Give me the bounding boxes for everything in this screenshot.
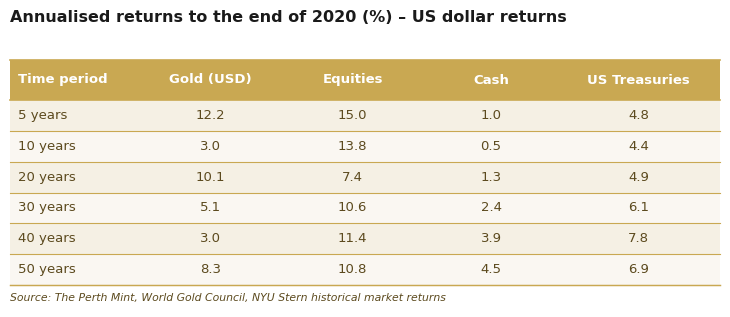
Text: 8.3: 8.3 — [200, 263, 221, 276]
Bar — [10, 162, 720, 192]
Text: 11.4: 11.4 — [338, 232, 367, 245]
Text: 12.2: 12.2 — [196, 109, 226, 122]
Text: Gold (USD): Gold (USD) — [169, 74, 252, 87]
Text: 6.1: 6.1 — [628, 201, 649, 214]
Bar — [10, 223, 720, 254]
Text: 4.8: 4.8 — [628, 109, 649, 122]
Text: Annualised returns to the end of 2020 (%) – US dollar returns: Annualised returns to the end of 2020 (%… — [10, 10, 566, 25]
Bar — [10, 131, 720, 162]
Text: 4.4: 4.4 — [628, 140, 649, 153]
Text: Equities: Equities — [323, 74, 383, 87]
Text: 6.9: 6.9 — [628, 263, 649, 276]
Text: 3.0: 3.0 — [200, 140, 221, 153]
Text: Cash: Cash — [473, 74, 509, 87]
Text: 10.6: 10.6 — [338, 201, 367, 214]
Bar — [10, 192, 720, 223]
Text: 5 years: 5 years — [18, 109, 67, 122]
Text: 3.0: 3.0 — [200, 232, 221, 245]
Text: 0.5: 0.5 — [480, 140, 502, 153]
Text: 4.5: 4.5 — [480, 263, 502, 276]
Text: 50 years: 50 years — [18, 263, 76, 276]
Text: 2.4: 2.4 — [480, 201, 502, 214]
Bar — [10, 254, 720, 285]
Text: US Treasuries: US Treasuries — [587, 74, 690, 87]
Text: 3.9: 3.9 — [480, 232, 502, 245]
Text: 30 years: 30 years — [18, 201, 76, 214]
Bar — [10, 60, 720, 100]
Text: Source: The Perth Mint, World Gold Council, NYU Stern historical market returns: Source: The Perth Mint, World Gold Counc… — [10, 293, 446, 303]
Text: 40 years: 40 years — [18, 232, 76, 245]
Text: 15.0: 15.0 — [338, 109, 367, 122]
Text: 5.1: 5.1 — [200, 201, 221, 214]
Text: 10.1: 10.1 — [196, 171, 226, 184]
Text: 13.8: 13.8 — [338, 140, 367, 153]
Text: 10 years: 10 years — [18, 140, 76, 153]
Text: 7.4: 7.4 — [342, 171, 363, 184]
Text: 20 years: 20 years — [18, 171, 76, 184]
Text: 10.8: 10.8 — [338, 263, 367, 276]
Text: 7.8: 7.8 — [628, 232, 649, 245]
Text: 4.9: 4.9 — [628, 171, 649, 184]
Text: 1.3: 1.3 — [480, 171, 502, 184]
Text: Time period: Time period — [18, 74, 107, 87]
Text: 1.0: 1.0 — [480, 109, 502, 122]
Bar — [10, 100, 720, 131]
